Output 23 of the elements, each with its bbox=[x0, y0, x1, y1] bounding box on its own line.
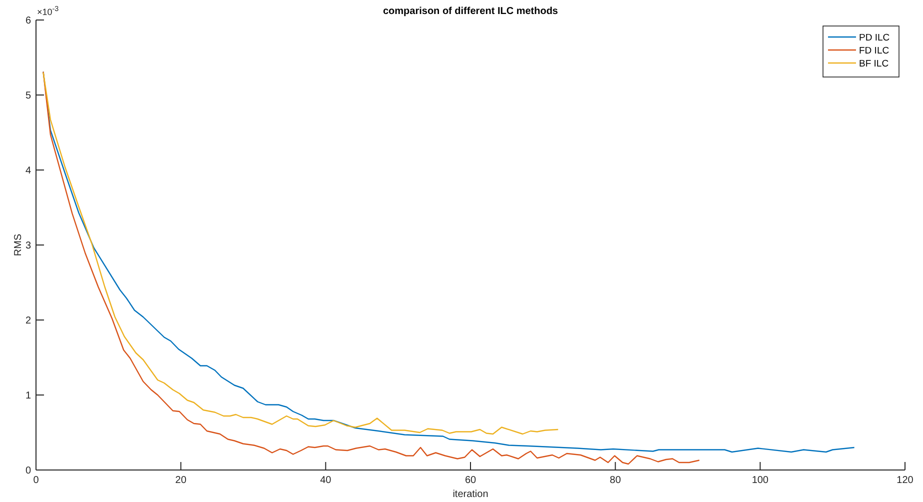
y-tick-label: 5 bbox=[25, 90, 32, 102]
line-series bbox=[42, 72, 559, 435]
x-tick-label: 80 bbox=[610, 475, 622, 486]
x-tick-label: 60 bbox=[464, 475, 476, 486]
legend-label: FD ILC bbox=[859, 46, 890, 56]
y-tick-label: 0 bbox=[25, 466, 32, 476]
y-tick-label: 1 bbox=[25, 390, 32, 402]
x-tick-label: 40 bbox=[320, 475, 332, 486]
line-series bbox=[42, 71, 700, 465]
x-tick-label: 100 bbox=[752, 475, 769, 486]
y-tick-label: 3 bbox=[25, 240, 32, 252]
chart-title: comparison of different ILC methods bbox=[382, 6, 558, 17]
y-tick-label: 2 bbox=[25, 316, 32, 326]
y-tick-label: 6 bbox=[25, 16, 32, 26]
y-tick-label: 4 bbox=[25, 166, 32, 176]
x-tick-label: 20 bbox=[175, 475, 187, 486]
x-tick-label: 0 bbox=[33, 475, 40, 486]
x-axis-title: iteration bbox=[452, 489, 488, 500]
legend-label: PD ILC bbox=[859, 32, 890, 44]
y-axis-title: RMS bbox=[13, 234, 24, 256]
legend-label: BF ILC bbox=[859, 58, 889, 70]
text: ×10$^{-3}$ bbox=[37, 4, 59, 17]
x-tick-label: 120 bbox=[896, 475, 914, 486]
